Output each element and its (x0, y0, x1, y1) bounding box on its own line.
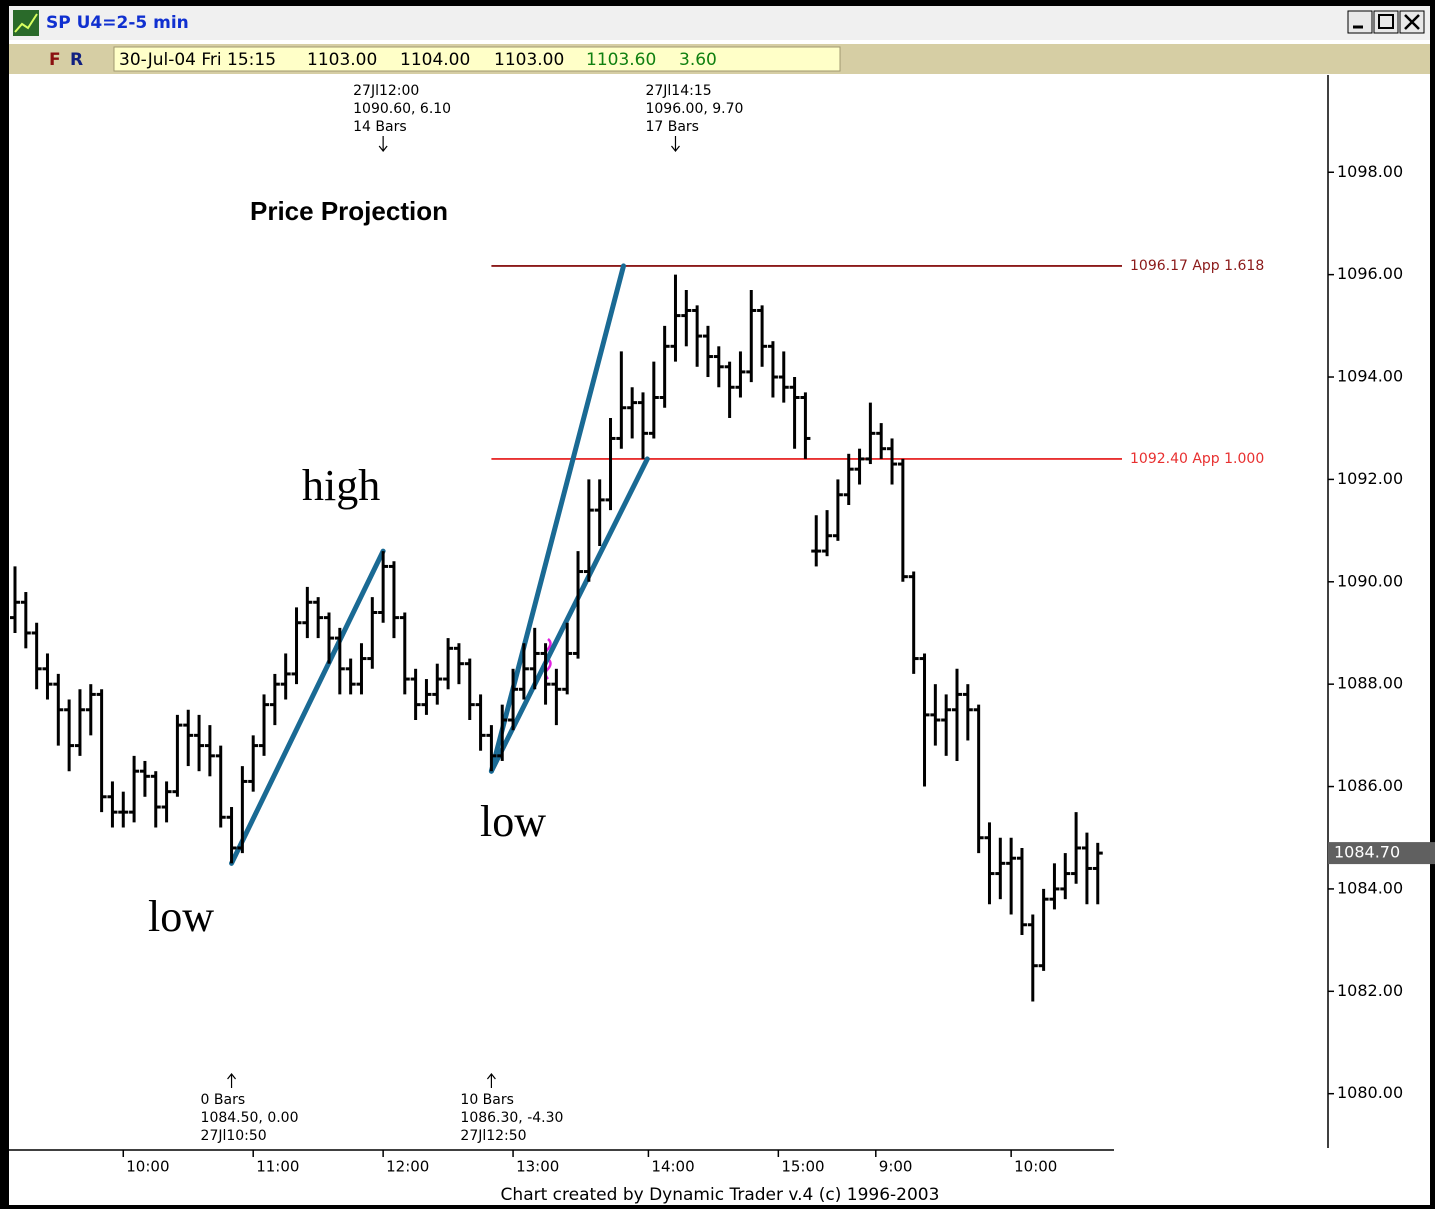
x-tick-label: 10:00 (1014, 1158, 1057, 1176)
x-tick-label: 14:00 (651, 1158, 694, 1176)
x-tick-label: 9:00 (879, 1158, 913, 1176)
frame-top (0, 0, 1435, 6)
trend-line (229, 548, 386, 866)
frame-right (1430, 0, 1435, 1209)
bar-note: 17 Bars (645, 119, 699, 135)
y-tick-label: 1086.00 (1337, 776, 1403, 795)
y-tick-label: 1098.00 (1337, 162, 1403, 181)
y-tick-label: 1084.00 (1337, 878, 1403, 897)
close-icon (1404, 14, 1420, 30)
quote-field (113, 46, 841, 72)
chart-title: Price Projection (250, 196, 448, 226)
y-tick-label: 1090.00 (1337, 571, 1403, 590)
bar-note: 27Jl10:50 (201, 1128, 267, 1144)
x-tick-label: 10:00 (126, 1158, 169, 1176)
x-tick-label: 15:00 (781, 1158, 824, 1176)
frame-left (0, 0, 9, 1209)
bar-note: 27Jl14:15 (645, 83, 711, 99)
app-icon-graph (14, 13, 38, 33)
toolbar-button[interactable]: F (49, 50, 61, 70)
y-tick-label: 1080.00 (1337, 1083, 1403, 1102)
x-tick-label: 12:00 (386, 1158, 429, 1176)
frame-bottom (0, 1205, 1435, 1209)
last-price-label: 1084.70 (1334, 843, 1400, 862)
y-tick-label: 1092.00 (1337, 469, 1403, 488)
trend-line (488, 456, 650, 774)
quote-value: 1104.00 (400, 50, 470, 70)
bar-note: 10 Bars (460, 1092, 513, 1108)
app-icon (13, 10, 39, 36)
arrow-head (486, 1073, 496, 1080)
bar-note: 1096.00, 9.70 (645, 101, 743, 117)
bar-note: 1084.50, 0.00 (201, 1110, 299, 1126)
bar-note: 27Jl12:00 (353, 83, 419, 99)
swing-label: low (148, 892, 214, 941)
arrow-head (378, 145, 388, 152)
footer: Chart created by Dynamic Trader v.4 (c) … (501, 1185, 940, 1205)
x-tick-label: 11:00 (256, 1158, 299, 1176)
x-tick-label: 13:00 (516, 1158, 559, 1176)
bar-note: 1090.60, 6.10 (353, 101, 451, 117)
quote-value: 3.60 (679, 50, 717, 70)
projection-label: 1096.17 App 1.618 (1130, 258, 1264, 274)
y-tick-label: 1096.00 (1337, 264, 1403, 283)
quote-value: 1103.00 (494, 50, 564, 70)
quote-value: 1103.00 (307, 50, 377, 70)
bar-note: 1086.30, -4.30 (460, 1110, 563, 1126)
minimize-button[interactable] (1347, 10, 1373, 34)
y-tick-label: 1088.00 (1337, 674, 1403, 693)
title-bar (9, 6, 1430, 40)
quote-value: 30-Jul-04 Fri 15:15 (119, 50, 276, 70)
bar-note: 0 Bars (201, 1092, 246, 1108)
swing-label: low (480, 797, 546, 846)
arrow-head (671, 145, 680, 152)
y-tick-label: 1094.00 (1337, 367, 1403, 386)
quote-value: 1103.60 (586, 50, 656, 70)
bar-note: 14 Bars (353, 119, 407, 135)
bar-note: 27Jl12:50 (460, 1128, 526, 1144)
swing-label: high (302, 461, 380, 510)
toolbar-button[interactable]: R (70, 50, 83, 70)
y-tick-label: 1082.00 (1337, 981, 1403, 1000)
last-price-tag (1328, 842, 1435, 865)
window-controls[interactable] (1347, 10, 1425, 34)
arrow-head (227, 1073, 237, 1080)
maximize-icon (1378, 14, 1394, 29)
window-title: SP U4=2-5 min (46, 13, 189, 33)
projection-label: 1092.40 App 1.000 (1130, 451, 1264, 467)
